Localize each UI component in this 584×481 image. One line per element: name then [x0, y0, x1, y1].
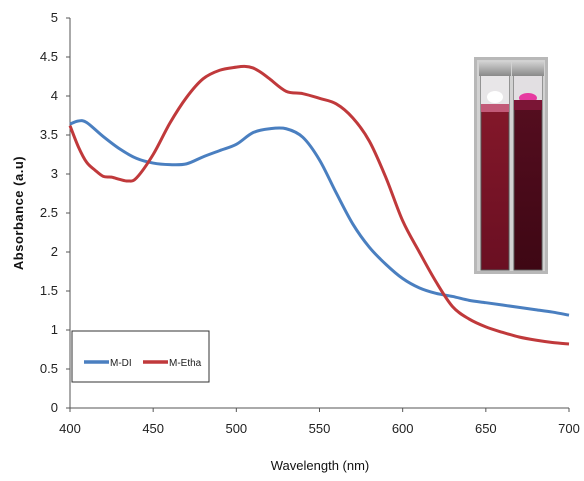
x-axis-title: Wavelength (nm): [271, 458, 370, 473]
y-tick-label: 0: [51, 400, 58, 415]
x-tick-label: 400: [59, 421, 81, 436]
y-tick-label: 4.5: [40, 49, 58, 64]
legend-label-series-0: M-DI: [110, 358, 132, 369]
x-tick-label: 450: [142, 421, 164, 436]
y-tick-label: 2: [51, 244, 58, 259]
x-tick-label: 500: [225, 421, 247, 436]
y-tick-label: 3.5: [40, 127, 58, 142]
y-tick-label: 4: [51, 88, 58, 103]
y-tick-label: 5: [51, 10, 58, 25]
x-tick-label: 650: [475, 421, 497, 436]
y-tick-label: 0.5: [40, 361, 58, 376]
x-tick-label: 600: [392, 421, 414, 436]
x-tick-label: 700: [558, 421, 580, 436]
cuvette-photo: [474, 57, 548, 274]
series-line-0: [69, 119, 570, 317]
series-line-1: [68, 64, 570, 346]
y-tick-label: 1.5: [40, 283, 58, 298]
legend-box: [71, 330, 210, 383]
plot-area: [68, 64, 570, 346]
legend-label-series-1: M-Etha: [169, 358, 202, 369]
x-tick-label: 550: [309, 421, 331, 436]
y-tick-label: 3: [51, 166, 58, 181]
y-tick-label: 1: [51, 322, 58, 337]
y-tick-label: 2.5: [40, 205, 58, 220]
ticks: 400 450 500 550 600 650 700 0 0.5 1 1.5 2 2.5 3 3.5 4 4.…: [40, 10, 580, 436]
y-axis-title: Absorbance (a.u): [11, 156, 26, 270]
legend: M-DI M-Etha: [71, 330, 210, 383]
